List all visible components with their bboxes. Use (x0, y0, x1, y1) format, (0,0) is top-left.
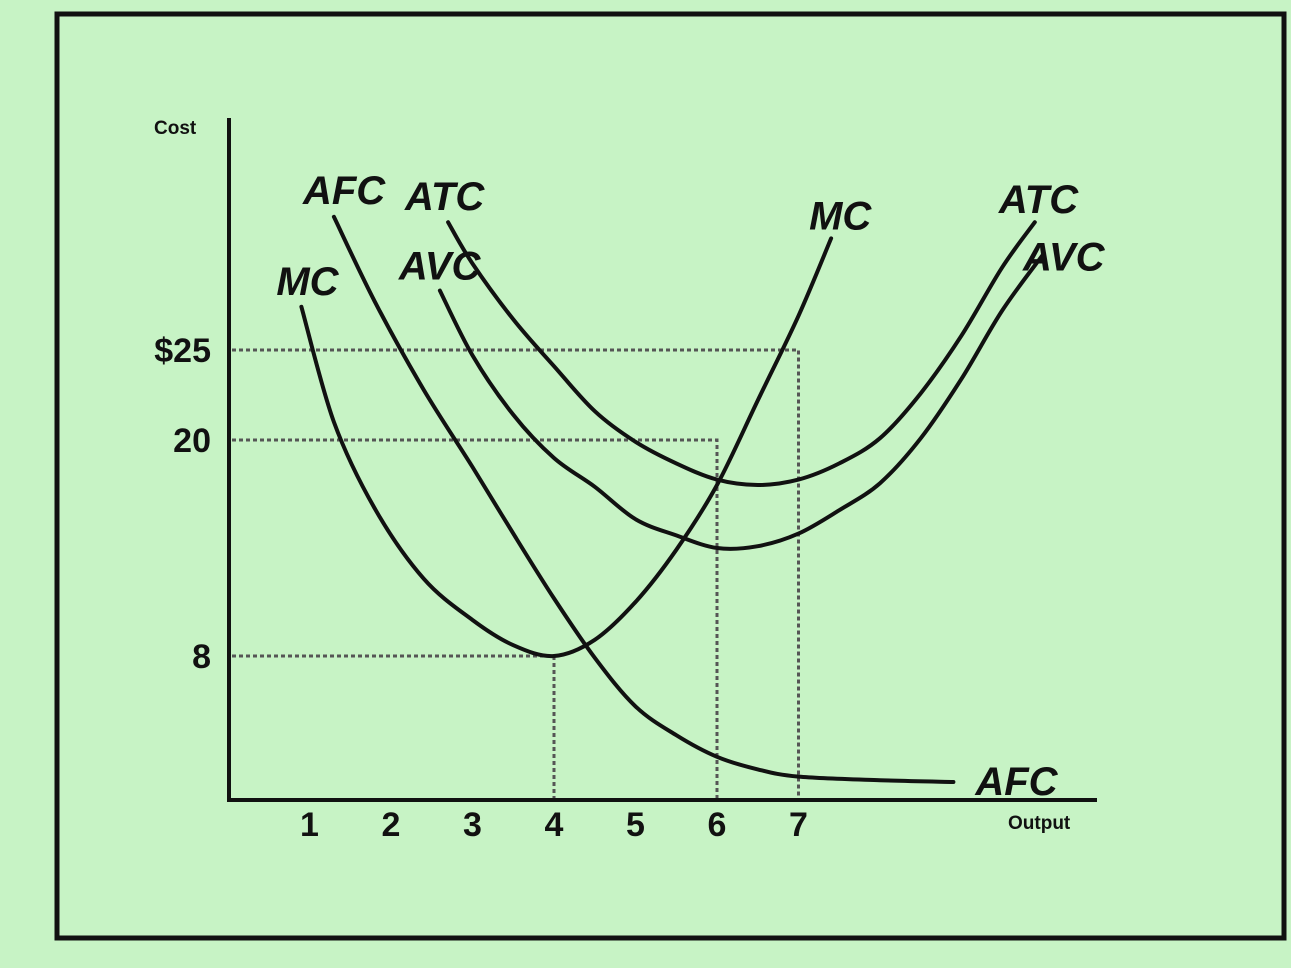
x-tick-label-6: 6 (708, 806, 727, 844)
y-tick-label-25: $25 (154, 332, 211, 370)
label-atc-start: ATC (404, 175, 485, 219)
label-afc-end: AFC (974, 760, 1058, 804)
curve-labels: MC MC AFC AFC AVC AVC ATC ATC (276, 169, 1105, 804)
curve-mc (299, 236, 834, 659)
label-avc-end: AVC (1022, 236, 1106, 280)
guide-line-0 (232, 654, 556, 798)
x-tick-label-5: 5 (626, 806, 645, 844)
label-mc-start: MC (276, 260, 339, 304)
chart-frame (54, 11, 1287, 941)
x-tick-labels: 1 2 3 4 5 6 7 (300, 806, 808, 844)
label-atc-end: ATC (998, 178, 1079, 222)
cost-curves (299, 214, 1045, 784)
guide-line-1 (232, 438, 719, 798)
y-axis-title: Cost (154, 118, 197, 139)
x-tick-label-7: 7 (789, 806, 808, 844)
x-axis-title: Output (1008, 813, 1071, 834)
x-tick-label-2: 2 (382, 806, 401, 844)
label-afc-start: AFC (302, 169, 386, 213)
curve-avc (437, 252, 1045, 551)
x-tick-label-3: 3 (463, 806, 482, 844)
x-tick-label-1: 1 (300, 806, 319, 844)
label-mc-end: MC (809, 194, 872, 238)
label-avc-start: AVC (398, 245, 482, 289)
y-tick-labels: 8 20 $25 (154, 332, 211, 676)
curve-afc (331, 214, 956, 784)
y-tick-label-20: 20 (173, 422, 211, 460)
x-tick-label-4: 4 (545, 806, 564, 844)
curve-atc (446, 220, 1037, 488)
y-tick-label-8: 8 (192, 638, 211, 676)
